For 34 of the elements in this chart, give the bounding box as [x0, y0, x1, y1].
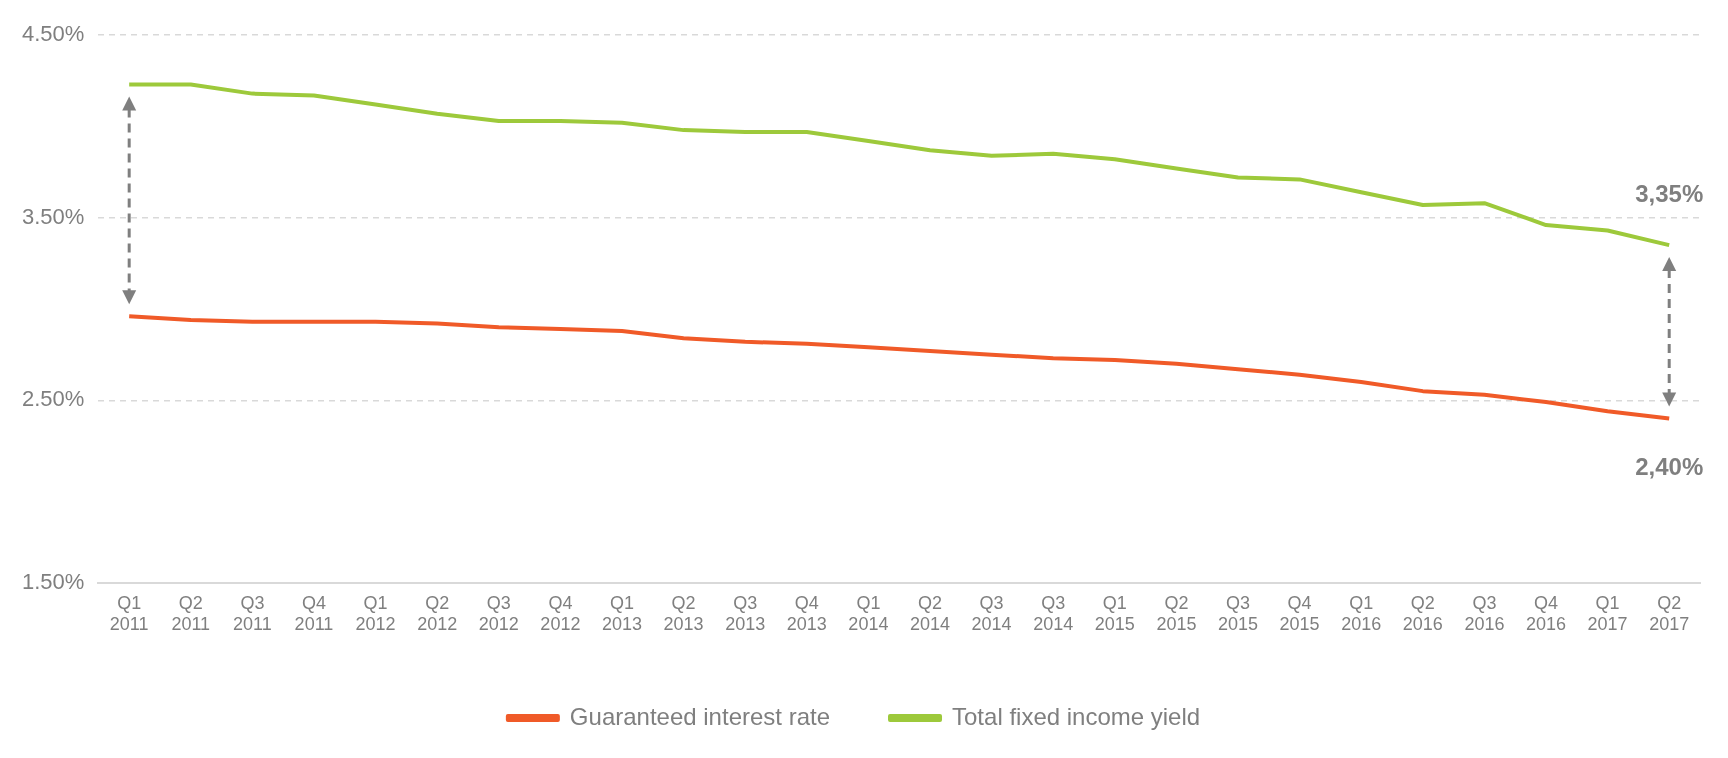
x-tick-label: Q1 2013	[601, 592, 643, 635]
x-tick-label: Q1 2014	[848, 592, 889, 635]
x-tick-label: Q3 2014	[1033, 592, 1074, 635]
x-tick-label: Q3 2014	[971, 592, 1012, 635]
x-tick-label: Q1 2015	[1094, 592, 1135, 635]
x-tick-label: Q2 2017	[1649, 592, 1690, 635]
x-tick-label: Q4 2013	[786, 592, 827, 635]
annotation: 2,40%	[1635, 453, 1704, 481]
x-tick-label: Q3 2012	[478, 592, 519, 635]
x-tick-label: Q1 2017	[1587, 592, 1628, 635]
legend-label: Guaranteed interest rate	[569, 702, 831, 730]
x-tick-label: Q2 2014	[909, 592, 951, 635]
x-tick-label: Q3 2016	[1464, 592, 1505, 635]
x-tick-label: Q1 2011	[109, 592, 149, 635]
y-tick-label: 3.50%	[21, 203, 85, 229]
x-tick-label: Q1 2012	[355, 592, 396, 635]
x-tick-label: Q2 2013	[663, 592, 704, 635]
y-tick-label: 2.50%	[21, 386, 85, 412]
x-tick-label: Q2 2011	[171, 592, 211, 635]
x-tick-label: Q4 2016	[1525, 592, 1567, 635]
x-tick-label: Q3 2015	[1217, 592, 1259, 635]
y-tick-label: 4.50%	[21, 21, 85, 47]
legend-label: Total fixed income yield	[952, 702, 1201, 730]
x-tick-label: Q2 2016	[1402, 592, 1443, 635]
y-tick-label: 1.50%	[21, 568, 85, 594]
annotation: 3,35%	[1635, 179, 1704, 207]
x-tick-label: Q4 2012	[540, 592, 581, 635]
x-tick-label: Q2 2015	[1156, 592, 1197, 635]
x-tick-label: Q3 2013	[725, 592, 766, 635]
x-tick-label: Q3 2011	[233, 592, 272, 635]
x-tick-label: Q4 2011	[294, 592, 334, 635]
x-tick-label: Q4 2015	[1279, 592, 1320, 635]
x-tick-label: Q2 2012	[417, 592, 458, 635]
x-tick-label: Q1 2016	[1341, 592, 1382, 635]
